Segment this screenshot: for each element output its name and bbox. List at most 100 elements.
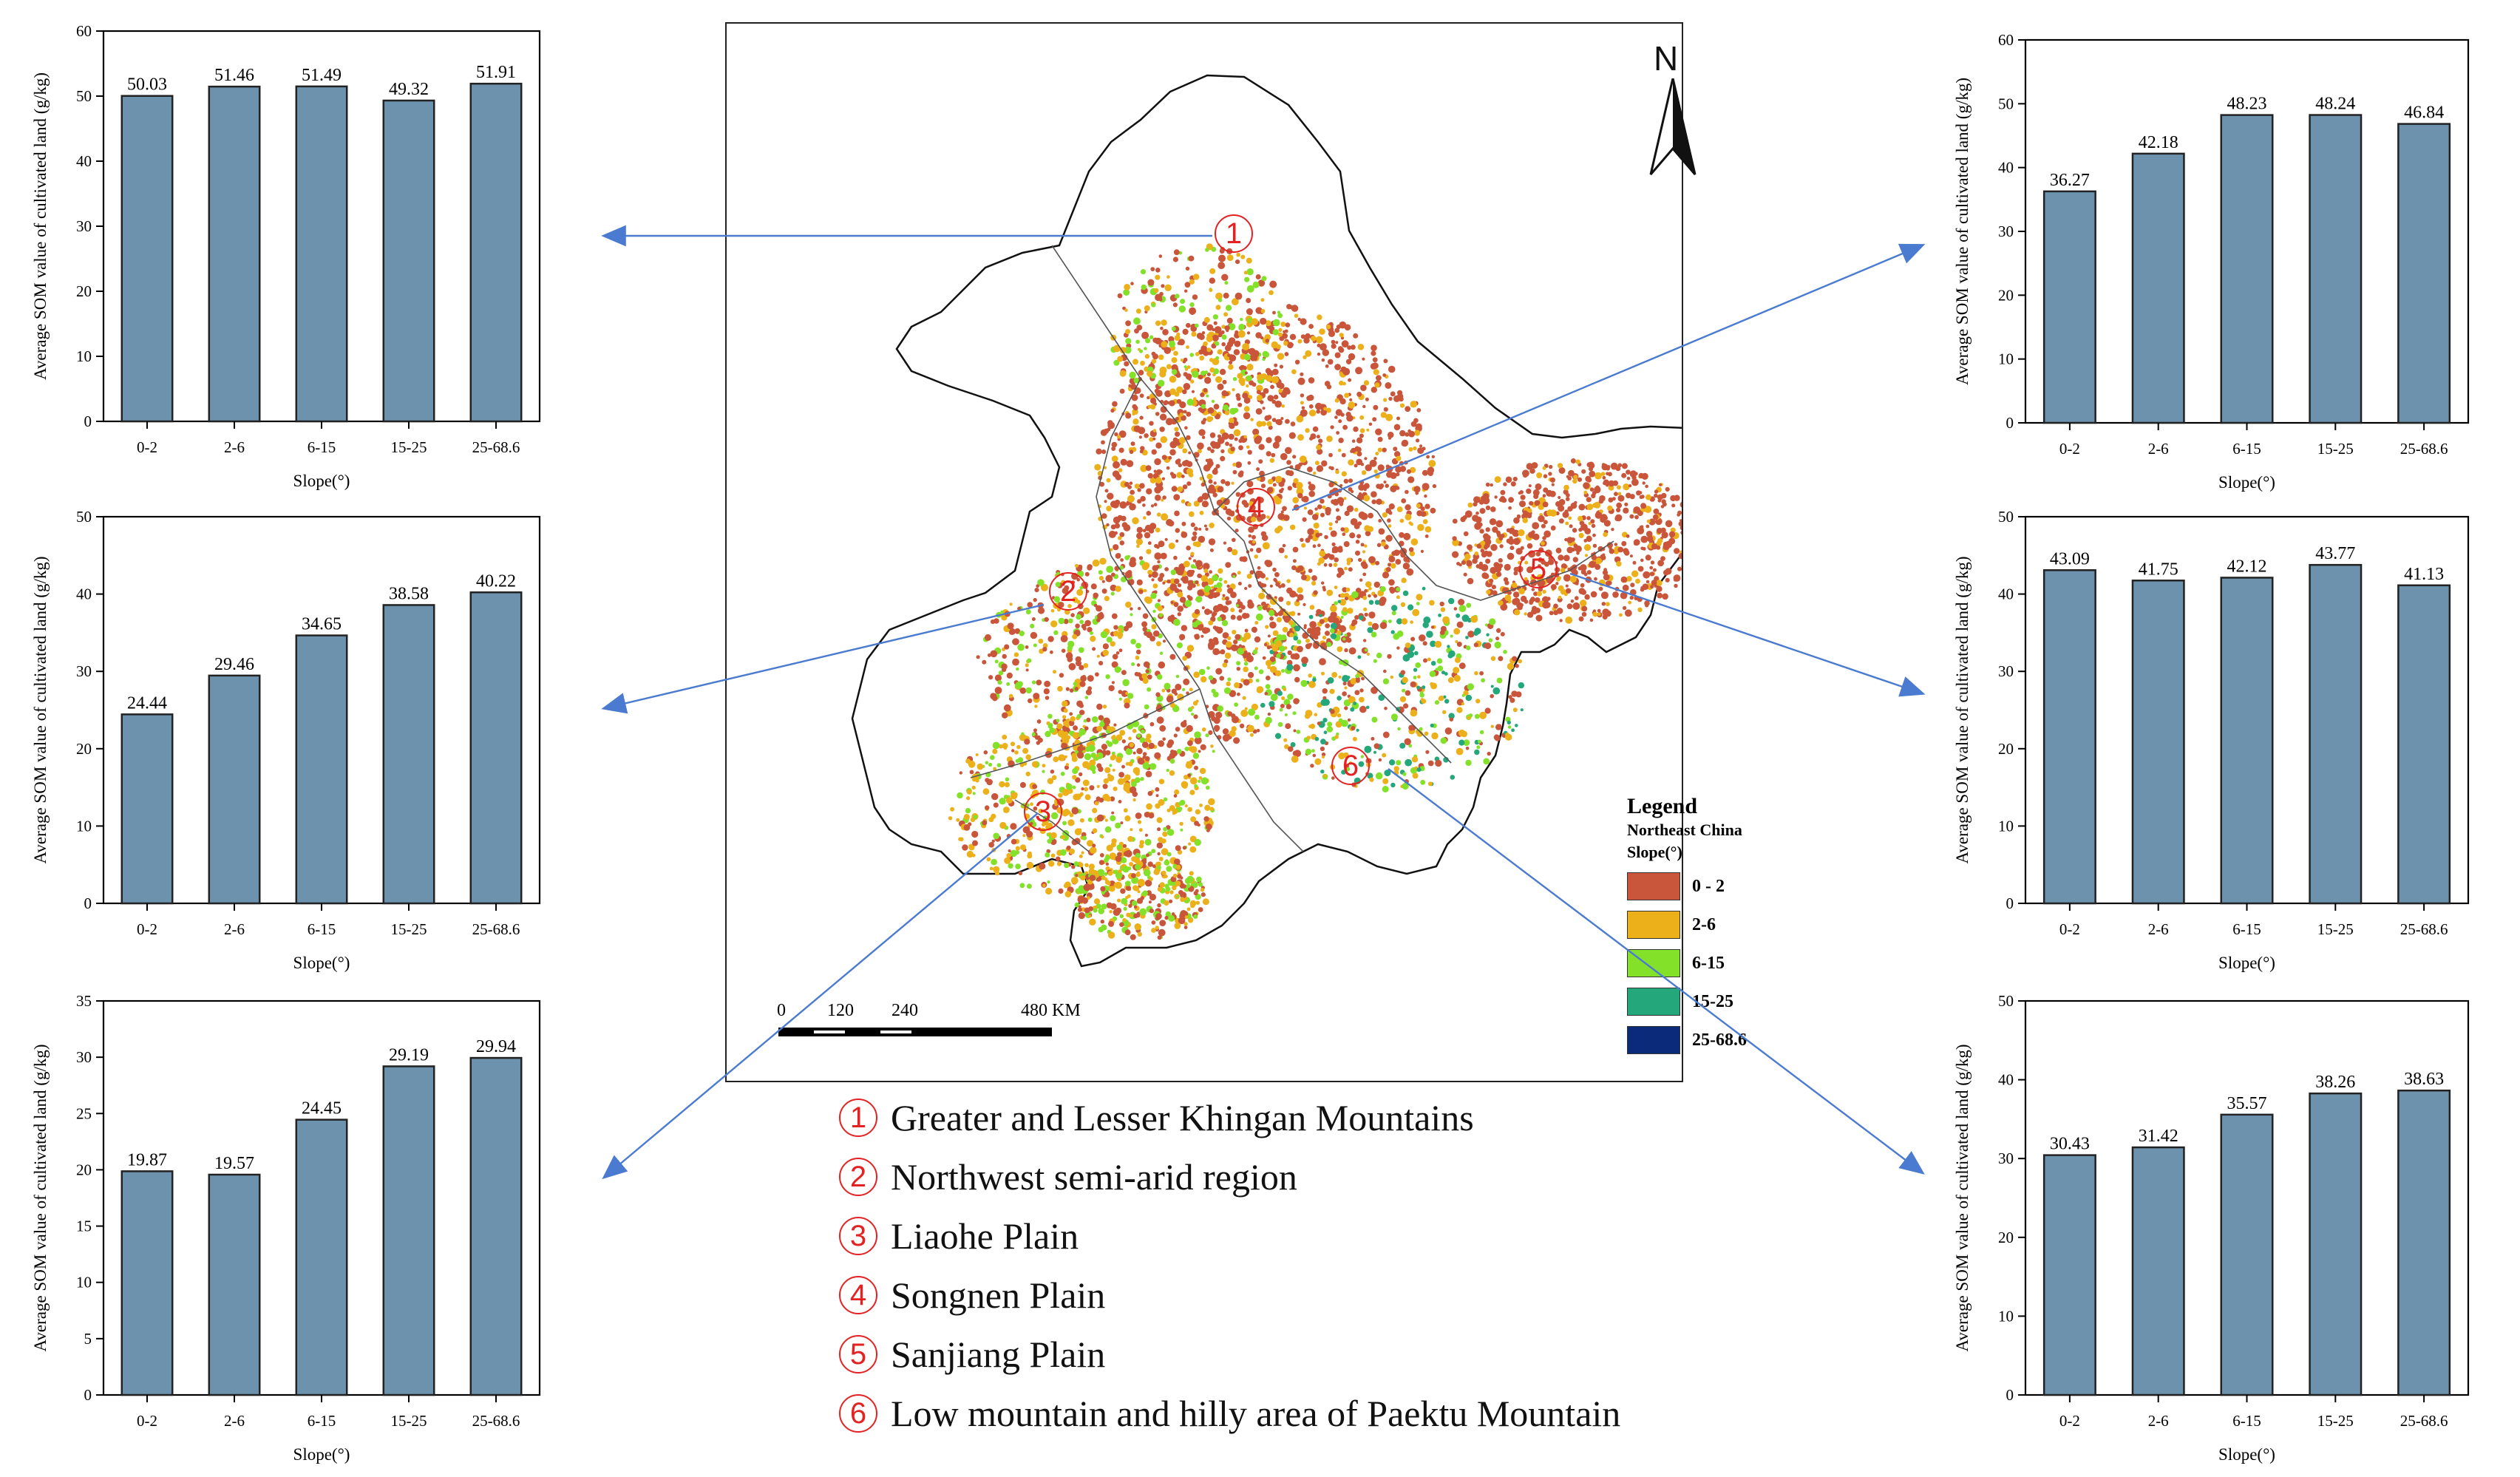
- x-tick-label: 25-68.6: [2400, 440, 2448, 458]
- chart-region-5: 0 10 20 30 40 50 43.09 0-2 41.75 2-6 42.12 6-15 43.7…: [1953, 508, 2470, 972]
- bar: [295, 85, 348, 423]
- bar: [2397, 584, 2451, 905]
- legend-label: 2-6: [1692, 914, 1716, 934]
- region-name: Songnen Plain: [891, 1274, 1106, 1316]
- legend-subtitle: Northeast China: [1627, 821, 1742, 839]
- north-arrow-icon: [1649, 78, 1697, 175]
- map-legend: Legend Northeast China Slope(°) 0 - 2 2-6…: [1627, 794, 1797, 1054]
- y-tick-label: 20: [1998, 286, 2014, 304]
- region-list-item: 1 Greater and Lesser Khingan Mountains: [839, 1088, 1800, 1147]
- bar: [120, 1170, 174, 1396]
- data-label: 34.65: [302, 615, 342, 634]
- y-tick-label: 10: [1998, 1307, 2014, 1325]
- legend-items: 0 - 2 2-6 6-15 15-25 25-68.6: [1627, 872, 1797, 1054]
- y-tick-label: 0: [2006, 894, 2014, 912]
- y-axis-title: Average SOM value of cultivated land (g/…: [31, 557, 50, 864]
- region-name: Low mountain and hilly area of Paektu Mo…: [891, 1393, 1621, 1434]
- x-tick-label: 0-2: [2059, 1412, 2080, 1430]
- x-tick-label: 2-6: [224, 1412, 245, 1430]
- chart-region-6: 0 10 20 30 40 50 30.43 0-2 31.42 2-6 35.57 6-15 38.2…: [1953, 992, 2470, 1464]
- data-label: 36.27: [2050, 171, 2090, 190]
- x-tick-label: 15-25: [391, 438, 427, 456]
- region-list-item: 3 Liaohe Plain: [839, 1206, 1800, 1266]
- data-label: 29.94: [476, 1037, 516, 1056]
- y-tick-label: 20: [1998, 740, 2014, 758]
- y-tick-label: 30: [1998, 223, 2014, 240]
- legend-item: 6-15: [1627, 949, 1797, 977]
- map-frame: 1 2 3 4 5 6 N 0 120 240 480 KM: [725, 22, 1747, 1082]
- bar: [2309, 563, 2363, 905]
- legend-label: 6-15: [1692, 953, 1725, 973]
- bar: [382, 99, 435, 423]
- x-tick-label: 25-68.6: [472, 438, 520, 456]
- chart-region-3: 0 5 10 15 20 25 30 35 19.87 0-2 19.57 2-6 24.45 6-15 2…: [31, 992, 541, 1464]
- data-label: 19.57: [214, 1154, 254, 1173]
- map-marker-5: 5: [1519, 550, 1558, 588]
- map-marker-6: 6: [1331, 747, 1370, 785]
- bar: [469, 591, 523, 905]
- y-tick-label: 20: [76, 740, 92, 758]
- data-label: 30.43: [2050, 1135, 2090, 1154]
- y-tick-label: 40: [1998, 1071, 2014, 1089]
- y-tick-label: 50: [76, 87, 92, 105]
- region-name: Liaohe Plain: [891, 1215, 1079, 1257]
- x-tick-label: 6-15: [308, 438, 336, 456]
- x-tick-label: 6-15: [2232, 1412, 2261, 1430]
- bar: [2042, 190, 2096, 424]
- bar: [208, 85, 261, 423]
- data-label: 29.46: [214, 655, 254, 674]
- x-tick-label: 0-2: [137, 1412, 157, 1430]
- y-tick-label: 30: [76, 662, 92, 680]
- x-tick-label: 0-2: [2059, 920, 2080, 938]
- chart-region-2: 0 10 20 30 40 50 24.44 0-2 29.46 2-6 34.65 6-15 38.5…: [31, 508, 541, 972]
- x-axis-title: Slope(°): [2218, 473, 2275, 492]
- x-axis-title: Slope(°): [2218, 1445, 2275, 1464]
- bar: [2220, 114, 2274, 424]
- bar: [469, 1056, 523, 1396]
- bar: [2309, 114, 2363, 424]
- legend-swatch: [1627, 988, 1680, 1016]
- data-label: 50.03: [127, 75, 167, 95]
- scale-bar: 0 120 240 480 KM: [777, 1001, 1081, 1045]
- y-tick-label: 60: [1998, 31, 2014, 49]
- legend-label: 25-68.6: [1692, 1030, 1747, 1050]
- data-label: 29.19: [389, 1045, 429, 1065]
- x-tick-label: 15-25: [391, 920, 427, 938]
- bar: [2131, 1146, 2185, 1396]
- data-label: 19.87: [127, 1150, 167, 1169]
- map-marker-4: 4: [1237, 488, 1275, 526]
- region-list-item: 4 Songnen Plain: [839, 1266, 1800, 1325]
- y-tick-label: 0: [84, 894, 92, 912]
- scale-label-0: 0: [777, 1001, 786, 1020]
- region-list-item: 6 Low mountain and hilly area of Paektu M…: [839, 1384, 1800, 1443]
- bar: [382, 1065, 435, 1396]
- data-label: 38.63: [2404, 1070, 2444, 1089]
- bar: [2309, 1092, 2363, 1396]
- y-tick-label: 5: [84, 1330, 92, 1348]
- x-tick-label: 6-15: [2232, 920, 2261, 938]
- y-tick-label: 0: [2006, 414, 2014, 432]
- region-list-item: 5 Sanjiang Plain: [839, 1325, 1800, 1384]
- x-axis-title: Slope(°): [293, 954, 350, 972]
- y-axis-title: Average SOM value of cultivated land (g/…: [31, 72, 50, 380]
- data-label: 51.46: [214, 66, 254, 85]
- y-tick-label: 10: [76, 347, 92, 365]
- data-label: 42.18: [2139, 133, 2178, 152]
- north-arrow: N: [1643, 38, 1710, 186]
- legend-group: Slope(°): [1627, 843, 1682, 861]
- x-tick-label: 25-68.6: [2400, 1412, 2448, 1430]
- x-tick-label: 15-25: [391, 1412, 427, 1430]
- data-label: 51.49: [302, 66, 342, 85]
- data-label: 41.13: [2404, 565, 2444, 584]
- x-tick-label: 25-68.6: [472, 920, 520, 938]
- data-label: 49.32: [389, 80, 429, 99]
- bar: [295, 1118, 348, 1396]
- y-tick-label: 10: [76, 817, 92, 835]
- map-marker-3: 3: [1024, 792, 1062, 831]
- region-name: Sanjiang Plain: [891, 1334, 1106, 1375]
- data-label: 41.75: [2139, 560, 2178, 579]
- x-tick-label: 15-25: [2317, 1412, 2354, 1430]
- y-tick-label: 50: [1998, 508, 2014, 526]
- region-list-item: 2 Northwest semi-arid region: [839, 1147, 1800, 1206]
- bar: [2042, 1154, 2096, 1396]
